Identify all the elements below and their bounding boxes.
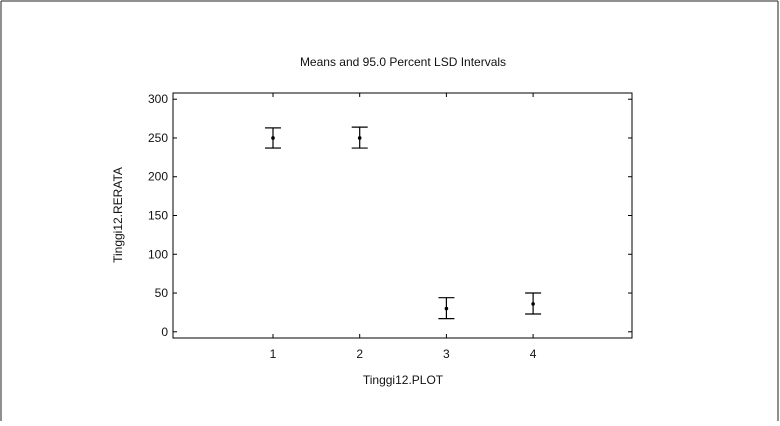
mean-point	[357, 136, 362, 140]
y-axis-label: Tinggi12.RERATA	[111, 167, 125, 263]
y-tick-label: 300	[148, 92, 168, 106]
y-axis: 0 50 100 150 200 250 300	[148, 92, 632, 339]
x-tick-label: 4	[530, 347, 537, 361]
y-tick-label: 100	[148, 247, 168, 261]
lsd-intervals	[265, 126, 542, 320]
interval-plot-3	[438, 297, 455, 320]
x-axis: 1 2 3 4	[270, 93, 537, 361]
x-tick-label: 3	[443, 347, 450, 361]
x-tick-label: 1	[270, 347, 277, 361]
interval-plot-4	[525, 292, 542, 315]
y-tick-label: 200	[148, 170, 168, 184]
plot-area	[172, 92, 633, 339]
interval-plot-2	[351, 126, 368, 149]
mean-point	[444, 306, 449, 311]
interval-plot-1	[265, 127, 281, 149]
mean-point	[531, 302, 535, 306]
x-axis-label: Tinggi12.PLOT	[363, 373, 444, 387]
x-tick-label: 2	[356, 347, 363, 361]
y-tick-label: 50	[155, 286, 169, 300]
mean-point	[271, 136, 275, 140]
chart-title: Means and 95.0 Percent LSD Intervals	[300, 55, 506, 69]
y-tick-label: 150	[148, 209, 168, 223]
y-tick-label: 250	[148, 131, 168, 145]
y-tick-label: 0	[161, 325, 168, 339]
